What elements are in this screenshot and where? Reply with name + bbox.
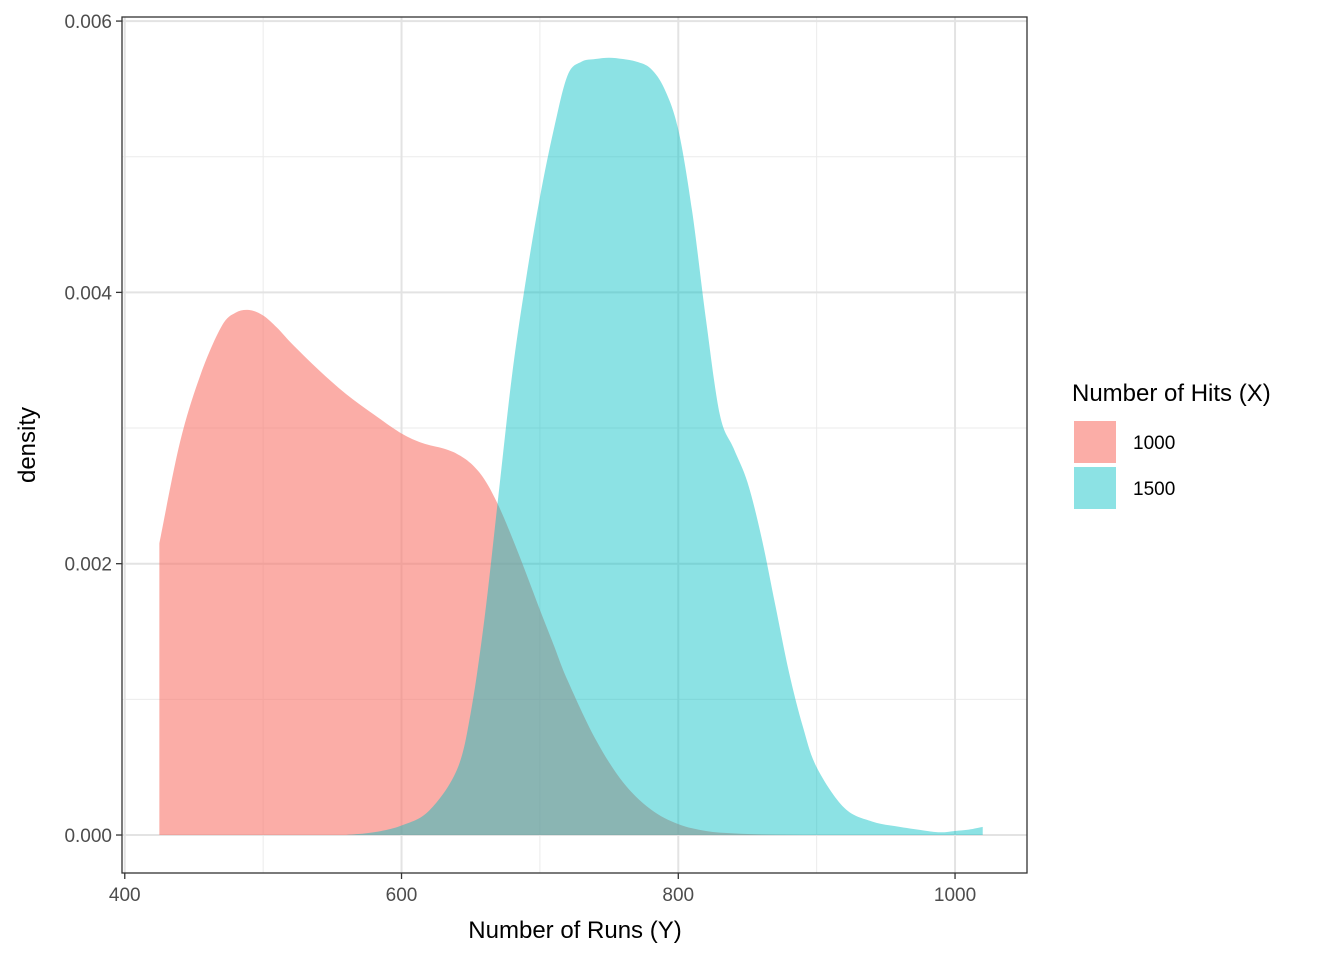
y-axis: 0.000 0.002 0.004 0.006 — [64, 12, 122, 847]
legend: Number of Hits (X) 1000 1500 — [1072, 380, 1271, 509]
x-tick-label: 600 — [386, 885, 418, 906]
x-axis: 400 600 800 1000 — [109, 873, 976, 906]
density-areas — [159, 57, 983, 836]
density-area-1000 — [159, 309, 845, 836]
legend-key-1000 — [1074, 421, 1116, 463]
x-tick-label: 1000 — [934, 885, 976, 906]
legend-label-1000: 1000 — [1133, 433, 1175, 454]
x-tick-label: 800 — [662, 885, 694, 906]
y-tick-label: 0.000 — [64, 826, 112, 847]
density-area-1500 — [346, 57, 983, 836]
x-axis-title: Number of Runs (Y) — [468, 917, 681, 944]
legend-title: Number of Hits (X) — [1072, 380, 1271, 407]
y-tick-label: 0.006 — [64, 12, 112, 33]
y-tick-label: 0.004 — [64, 283, 112, 304]
legend-label-1500: 1500 — [1133, 479, 1175, 500]
y-axis-title: density — [14, 407, 41, 483]
panel-border — [121, 16, 1028, 874]
panel-border-rect — [121, 16, 1028, 874]
y-tick-label: 0.002 — [64, 555, 112, 576]
x-tick-label: 400 — [109, 885, 141, 906]
legend-key-1500 — [1074, 467, 1116, 509]
